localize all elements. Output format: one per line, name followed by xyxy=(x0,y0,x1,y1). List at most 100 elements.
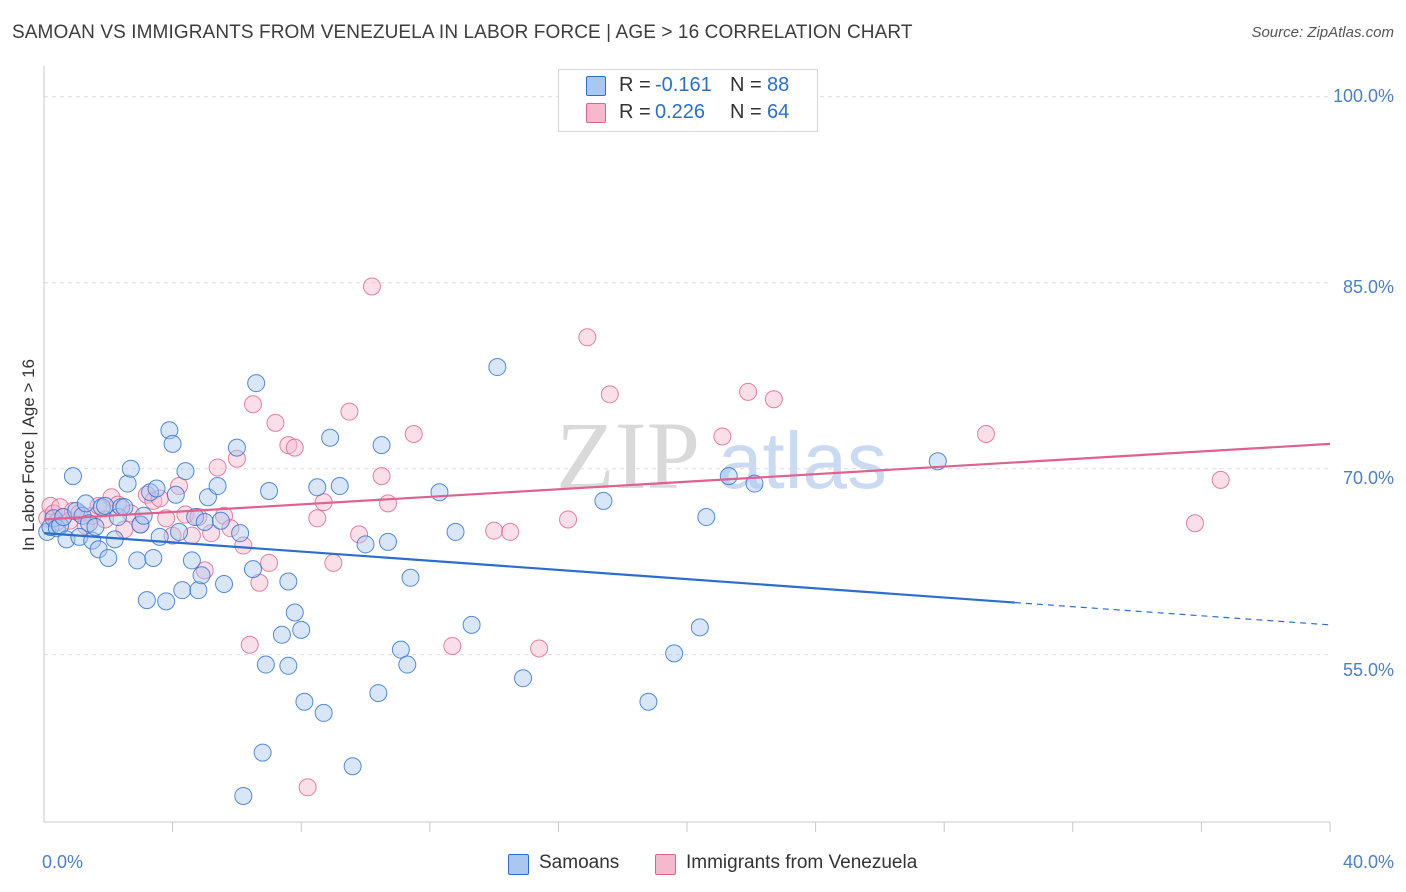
y-axis-title: In Labor Force | Age > 16 xyxy=(19,358,38,552)
data-point xyxy=(208,477,227,496)
data-point xyxy=(488,358,507,377)
data-point xyxy=(501,522,520,541)
data-point xyxy=(739,382,758,401)
legend-swatch-samoan xyxy=(586,76,606,96)
data-point xyxy=(211,511,230,530)
x-tick-label-max: 40.0% xyxy=(1342,852,1394,872)
data-point xyxy=(195,513,214,531)
grid-lines xyxy=(44,96,1330,656)
data-point xyxy=(321,428,340,447)
data-point xyxy=(279,656,298,675)
data-point xyxy=(243,560,262,579)
data-point xyxy=(243,395,262,414)
data-point xyxy=(976,424,995,443)
data-point xyxy=(485,521,504,540)
data-point xyxy=(227,438,246,457)
venezuela-trend-line xyxy=(43,442,1331,521)
data-point xyxy=(147,479,166,498)
data-point xyxy=(314,703,333,722)
data-point xyxy=(115,498,134,517)
data-point xyxy=(1211,470,1230,489)
data-point xyxy=(340,402,359,421)
data-point xyxy=(144,548,163,567)
data-point xyxy=(173,581,192,600)
y-tick-label: 70.0% xyxy=(1342,468,1394,488)
data-point xyxy=(324,553,343,572)
data-point xyxy=(594,491,613,510)
data-point xyxy=(157,592,176,611)
data-point xyxy=(234,786,253,805)
samoan-trend-extension xyxy=(1014,601,1331,626)
data-point xyxy=(285,603,304,622)
data-point xyxy=(118,474,137,493)
data-point xyxy=(697,508,716,527)
data-point xyxy=(391,640,410,659)
data-point xyxy=(272,625,291,644)
data-point xyxy=(343,757,362,776)
x-tick-label-min: 0.0% xyxy=(42,852,84,872)
data-point xyxy=(928,452,947,471)
watermark-zip: ZIP xyxy=(556,402,700,509)
data-point xyxy=(260,482,279,501)
data-point xyxy=(221,519,240,538)
data-point xyxy=(76,494,95,513)
data-point xyxy=(764,390,783,409)
data-point xyxy=(86,517,105,536)
data-point xyxy=(404,424,423,443)
data-point xyxy=(285,438,304,457)
data-point xyxy=(195,561,214,580)
data-point xyxy=(63,467,82,486)
samoan-trend-line xyxy=(43,532,1016,604)
data-point xyxy=(372,467,391,486)
data-point xyxy=(369,684,388,703)
data-point xyxy=(1185,514,1204,533)
data-point xyxy=(330,477,349,496)
legend-r-value: 0.226 xyxy=(655,101,706,123)
data-point xyxy=(362,277,381,296)
data-point xyxy=(121,459,140,478)
bottom-legend-swatch-venezuela xyxy=(655,854,676,875)
data-point xyxy=(279,572,298,591)
data-point xyxy=(372,436,391,455)
chart-title: SAMOAN VS IMMIGRANTS FROM VENEZUELA IN L… xyxy=(12,22,913,43)
data-point xyxy=(462,615,481,634)
trend-lines xyxy=(43,442,1331,626)
data-point xyxy=(578,328,597,347)
data-point xyxy=(182,551,201,570)
data-point xyxy=(163,434,182,453)
data-point xyxy=(231,524,250,543)
data-point xyxy=(530,639,549,658)
data-point xyxy=(719,467,738,486)
correlation-legend: R = -0.161 N = 88 R = 0.226 N = 64 xyxy=(558,69,818,132)
legend-swatch-venezuela xyxy=(586,103,606,123)
y-tick-label: 85.0% xyxy=(1342,277,1394,297)
data-point xyxy=(96,496,115,515)
data-point xyxy=(430,483,449,502)
data-point xyxy=(192,566,211,585)
data-point xyxy=(160,421,179,440)
data-point xyxy=(713,427,732,446)
source-note: Source: ZipAtlas.com xyxy=(1251,24,1394,41)
data-point xyxy=(401,568,420,587)
venezuela-points xyxy=(38,277,1230,797)
data-point xyxy=(176,462,195,481)
data-point xyxy=(208,458,227,477)
legend-n-value: 64 xyxy=(767,101,790,123)
legend-n-label: N = xyxy=(730,101,762,123)
data-point xyxy=(240,635,259,654)
legend-n-label: N = xyxy=(730,74,762,96)
legend-r-label: R = xyxy=(619,74,651,96)
data-point xyxy=(256,655,275,674)
legend-n-value: 88 xyxy=(767,74,790,96)
data-point xyxy=(690,618,709,637)
data-point xyxy=(189,581,208,600)
data-point xyxy=(443,636,462,655)
data-point xyxy=(379,494,398,513)
data-point xyxy=(356,535,375,554)
legend-r-label: R = xyxy=(619,101,651,123)
data-point xyxy=(559,510,578,529)
data-point xyxy=(260,553,279,572)
data-point xyxy=(446,522,465,541)
watermark: ZIP atlas xyxy=(556,402,887,509)
